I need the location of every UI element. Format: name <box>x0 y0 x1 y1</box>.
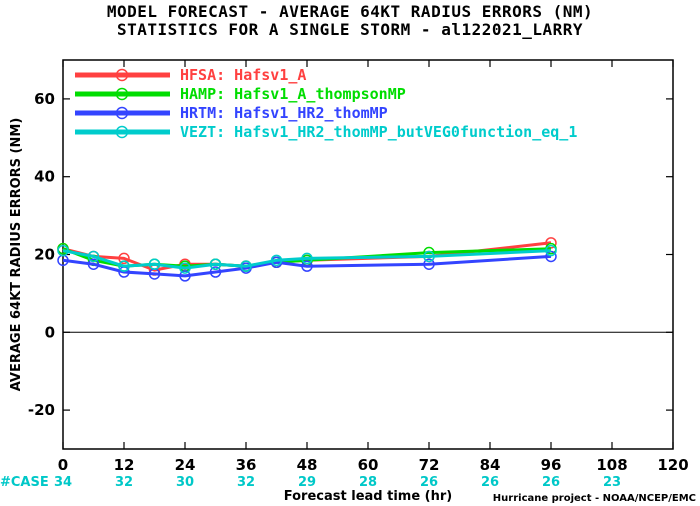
legend-label-2: HRTM: Hafsv1_HR2_thomMP <box>180 104 388 122</box>
case-label: #CASE <box>0 475 49 490</box>
case-count: 26 <box>420 475 438 490</box>
data-point <box>209 266 222 278</box>
data-point <box>270 254 283 267</box>
x-axis-label: Forecast lead time (hr) <box>284 489 452 504</box>
x-tick-label: 108 <box>596 456 627 474</box>
data-point <box>301 252 313 265</box>
data-point <box>87 250 100 263</box>
legend-marker-3 <box>115 125 129 139</box>
legend-marker-2 <box>115 106 129 120</box>
y-tick-label: -20 <box>28 401 55 419</box>
chart-subtitle: STATISTICS FOR A SINGLE STORM - al122021… <box>116 20 584 39</box>
data-point <box>57 244 69 257</box>
x-tick-label: 48 <box>297 456 318 474</box>
data-point <box>179 270 191 282</box>
data-point <box>87 258 100 270</box>
legend-label-3: VEZT: Hafsv1_HR2_thomMP_butVEG0function_… <box>180 123 577 141</box>
data-point <box>423 250 435 263</box>
data-point <box>148 258 161 270</box>
y-tick-label: 40 <box>34 168 55 186</box>
legend-marker-0 <box>115 68 129 82</box>
data-point <box>179 262 191 274</box>
x-tick-label: 24 <box>175 456 196 474</box>
data-point <box>301 260 313 272</box>
y-tick-label: 60 <box>34 90 55 108</box>
x-tick-label: 84 <box>480 456 501 474</box>
case-count: 28 <box>359 475 377 490</box>
case-count: 34 <box>54 475 72 490</box>
data-point <box>423 258 435 270</box>
x-tick-label: 72 <box>419 456 440 474</box>
case-count: 23 <box>603 475 621 490</box>
x-tick-label: 36 <box>236 456 257 474</box>
x-tick-label: 96 <box>541 456 562 474</box>
data-point <box>118 252 130 265</box>
y-tick-label: 0 <box>45 323 55 341</box>
x-tick-label: 60 <box>358 456 379 474</box>
case-count: 30 <box>176 475 194 490</box>
legend-label-0: HFSA: Hafsv1_A <box>180 66 306 84</box>
chart-title: MODEL FORECAST - AVERAGE 64KT RADIUS ERR… <box>106 2 594 21</box>
x-tick-label: 12 <box>114 456 135 474</box>
case-count: 26 <box>542 475 560 490</box>
y-axis-label: AVERAGE 64KT RADIUS ERRORS (NM) <box>9 118 24 392</box>
x-tick-label: 120 <box>657 456 688 474</box>
credit-text: Hurricane project - NOAA/NCEP/EMC <box>493 493 696 504</box>
x-tick-label: 0 <box>58 456 68 474</box>
legend-label-1: HAMP: Hafsv1_A_thompsonMP <box>180 85 406 103</box>
series-line-3 <box>62 249 552 270</box>
data-point <box>118 260 130 272</box>
y-tick-label: 20 <box>34 246 55 264</box>
data-point <box>545 244 557 257</box>
case-count: 26 <box>481 475 499 490</box>
case-count: 32 <box>115 475 133 490</box>
case-count: 29 <box>298 475 316 490</box>
data-point <box>545 237 557 249</box>
case-count: 32 <box>237 475 255 490</box>
data-point <box>209 258 222 270</box>
data-point <box>240 260 252 272</box>
series-line-2 <box>62 254 552 278</box>
legend-marker-1 <box>115 87 129 101</box>
